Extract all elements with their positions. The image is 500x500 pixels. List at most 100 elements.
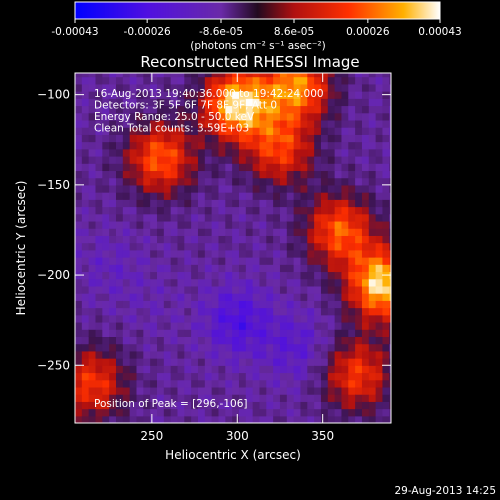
heatmap-cell bbox=[143, 242, 151, 251]
heatmap-cell bbox=[382, 112, 390, 121]
heatmap-cell bbox=[225, 155, 233, 164]
heatmap-cell bbox=[341, 314, 349, 323]
heatmap-cell bbox=[115, 285, 124, 294]
heatmap-cell bbox=[293, 408, 302, 417]
heatmap-cell bbox=[122, 112, 131, 121]
heatmap-cell bbox=[286, 112, 295, 121]
heatmap-cell bbox=[273, 358, 281, 366]
heatmap-cell bbox=[314, 235, 322, 244]
heatmap-cell bbox=[81, 73, 90, 78]
heatmap-cell bbox=[211, 192, 220, 200]
heatmap-cell bbox=[197, 242, 206, 251]
heatmap-cell bbox=[122, 343, 131, 352]
heatmap-cell bbox=[211, 278, 220, 287]
heatmap-cell bbox=[314, 350, 322, 359]
heatmap-cell bbox=[177, 285, 185, 294]
heatmap-cell bbox=[191, 264, 199, 273]
heatmap-cell bbox=[218, 98, 226, 107]
heatmap-cell bbox=[341, 401, 349, 410]
x-tick-label: 250 bbox=[140, 429, 163, 443]
heatmap-cell bbox=[232, 170, 240, 179]
heatmap-cell bbox=[95, 336, 103, 345]
heatmap-cell bbox=[204, 98, 213, 107]
heatmap-cell bbox=[88, 177, 97, 186]
heatmap-cell bbox=[355, 220, 363, 229]
heatmap-cell bbox=[211, 293, 220, 301]
heatmap-cell bbox=[314, 285, 322, 294]
heatmap-cell bbox=[361, 91, 370, 99]
heatmap-cell bbox=[293, 220, 302, 229]
heatmap-cell bbox=[368, 379, 377, 388]
heatmap-cell bbox=[218, 278, 226, 287]
heatmap-cell bbox=[170, 408, 179, 417]
heatmap-cell bbox=[232, 321, 240, 330]
heatmap-cell bbox=[115, 321, 124, 330]
heatmap-cell bbox=[150, 213, 158, 222]
heatmap-cell bbox=[245, 300, 254, 309]
heatmap-cell bbox=[232, 271, 240, 280]
heatmap-cell bbox=[279, 336, 288, 345]
heatmap-cell bbox=[293, 249, 302, 258]
heatmap-cell bbox=[279, 177, 288, 186]
heatmap-cell bbox=[389, 155, 391, 164]
heatmap-cell bbox=[307, 307, 315, 316]
heatmap-cell bbox=[361, 321, 370, 330]
heatmap-cell bbox=[225, 365, 233, 374]
heatmap-cell bbox=[334, 199, 343, 208]
x-axis-label: Heliocentric X (arcsec) bbox=[165, 448, 301, 462]
heatmap-cell bbox=[81, 415, 90, 423]
heatmap-cell bbox=[300, 170, 308, 179]
heatmap-cell bbox=[170, 73, 179, 78]
heatmap-cell bbox=[95, 271, 103, 280]
heatmap-cell bbox=[197, 300, 206, 309]
heatmap-cell bbox=[252, 155, 261, 164]
heatmap-cell bbox=[348, 300, 356, 309]
heatmap-cell bbox=[129, 76, 138, 85]
heatmap-cell bbox=[314, 408, 322, 417]
heatmap-cell bbox=[259, 386, 267, 395]
heatmap-cell bbox=[361, 192, 370, 200]
heatmap-cell bbox=[88, 379, 97, 388]
heatmap-cell bbox=[88, 170, 97, 179]
heatmap-cell bbox=[266, 98, 274, 107]
heatmap-cell bbox=[109, 192, 117, 200]
colorbar-tick-label: -8.6e-05 bbox=[199, 26, 243, 38]
heatmap-cell bbox=[197, 98, 206, 107]
heatmap-cell bbox=[293, 264, 302, 273]
heatmap-cell bbox=[95, 343, 103, 352]
heatmap-cell bbox=[238, 127, 247, 135]
heatmap-cell bbox=[102, 394, 110, 402]
heatmap-cell bbox=[389, 379, 391, 388]
heatmap-cell bbox=[238, 83, 247, 92]
heatmap-cell bbox=[88, 336, 97, 345]
heatmap-cell bbox=[115, 148, 124, 157]
heatmap-cell bbox=[211, 155, 220, 164]
heatmap-cell bbox=[245, 336, 254, 345]
heatmap-cell bbox=[252, 163, 261, 172]
heatmap-cell bbox=[368, 300, 377, 309]
heatmap-cell bbox=[245, 119, 254, 128]
heatmap-cell bbox=[279, 119, 288, 128]
heatmap-cell bbox=[279, 83, 288, 92]
heatmap-cell bbox=[109, 314, 117, 323]
heatmap-cell bbox=[293, 314, 302, 323]
heatmap-cell bbox=[382, 415, 390, 423]
heatmap-cell bbox=[143, 141, 151, 150]
heatmap-cell bbox=[293, 343, 302, 352]
heatmap-cell bbox=[136, 76, 144, 85]
heatmap-cell bbox=[279, 134, 288, 143]
heatmap-cell bbox=[170, 386, 179, 395]
heatmap-cell bbox=[252, 321, 261, 330]
heatmap-cell bbox=[307, 199, 315, 208]
heatmap-cell bbox=[382, 83, 390, 92]
heatmap-cell bbox=[218, 170, 226, 179]
heatmap-cell bbox=[143, 321, 151, 330]
heatmap-cell bbox=[320, 213, 329, 222]
heatmap-cell bbox=[225, 321, 233, 330]
heatmap-cell bbox=[307, 343, 315, 352]
heatmap-cell bbox=[286, 199, 295, 208]
heatmap-cell bbox=[204, 394, 213, 402]
heatmap-cell bbox=[197, 199, 206, 208]
heatmap-cell bbox=[293, 300, 302, 309]
heatmap-cell bbox=[245, 242, 254, 251]
